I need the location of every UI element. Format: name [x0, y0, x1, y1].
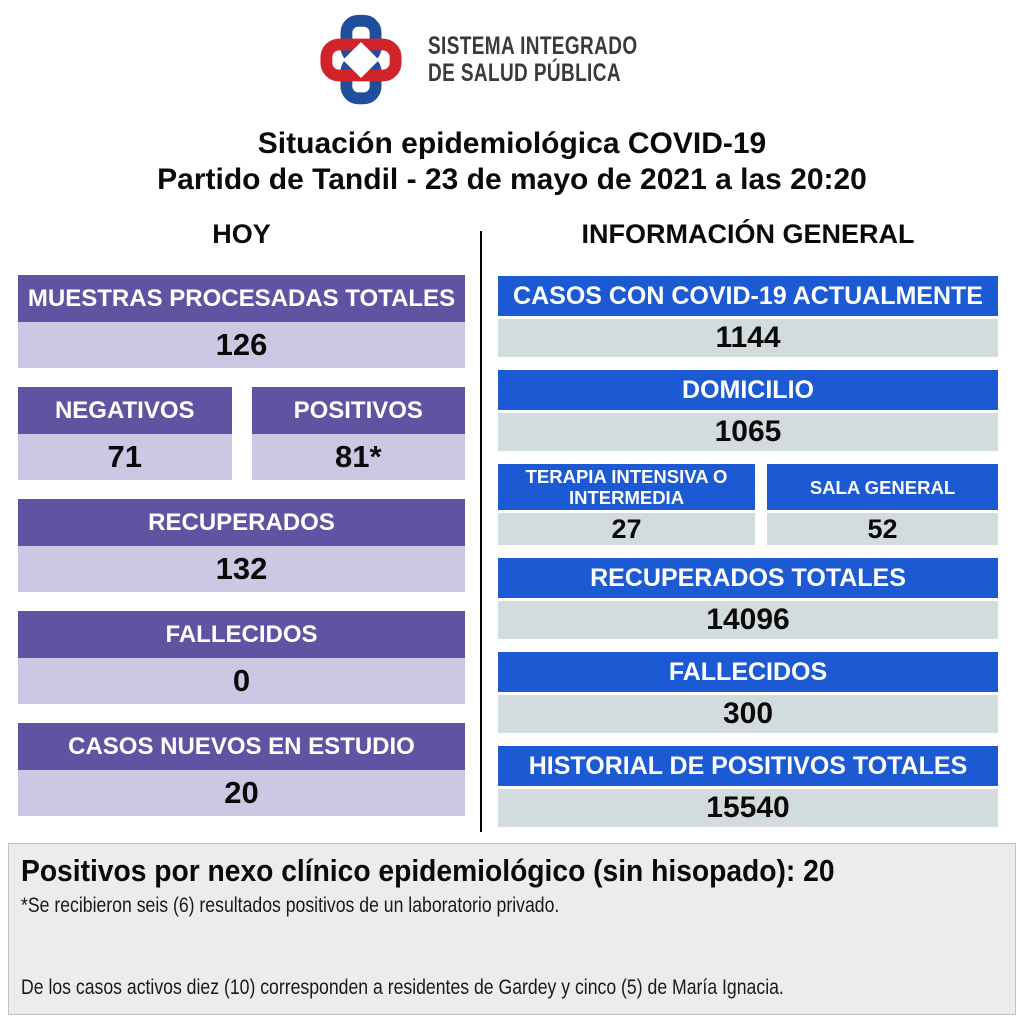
stat-value: 20 [18, 770, 465, 816]
stat-value: 126 [18, 322, 465, 368]
stat-value: 81* [251, 434, 465, 480]
stat-value: 1065 [498, 413, 998, 451]
logo: SISTEMA INTEGRADO DE SALUD PÚBLICA [0, 14, 1024, 106]
stat-label: NEGATIVOS [18, 387, 232, 434]
stat-label-line1: TERAPIA INTENSIVA [525, 466, 708, 487]
stat-card-casos-actuales: CASOS CON COVID-19 ACTUALMENTE 1144 [498, 276, 998, 357]
stat-row-negativos-positivos: NEGATIVOS 71 POSITIVOS 81* [18, 387, 465, 480]
stat-card-fallecidos-totales: FALLECIDOS 300 [498, 652, 998, 733]
footer-panel: Positivos por nexo clínico epidemiológic… [8, 843, 1016, 1015]
stat-value: 300 [498, 695, 998, 733]
stat-value: 0 [18, 658, 465, 704]
today-stats-column: MUESTRAS PROCESADAS TOTALES 126 NEGATIVO… [18, 275, 465, 816]
footer-note-residents: De los casos activos diez (10) correspon… [21, 976, 784, 999]
stat-label: POSITIVOS [251, 387, 465, 434]
logo-title: SISTEMA INTEGRADO DE SALUD PÚBLICA [428, 33, 637, 87]
stat-label: CASOS CON COVID-19 ACTUALMENTE [498, 276, 998, 316]
stat-value: 71 [18, 434, 232, 480]
logo-title-line2: DE SALUD PÚBLICA [428, 59, 622, 87]
column-heading-today: HOY [212, 219, 271, 249]
stat-label: FALLECIDOS [18, 611, 465, 658]
report-title-line1: Situación epidemiológica COVID-19 [257, 127, 767, 160]
stat-value: 1144 [498, 319, 998, 357]
general-stats-column: CASOS CON COVID-19 ACTUALMENTE 1144 DOMI… [498, 276, 998, 827]
stat-card-recuperados-hoy: RECUPERADOS 132 [18, 499, 465, 592]
stat-card-casos-nuevos-en-estudio: CASOS NUEVOS EN ESTUDIO 20 [18, 723, 465, 816]
stat-label: MUESTRAS PROCESADAS TOTALES [18, 275, 465, 322]
stat-row-terapia-sala: TERAPIA INTENSIVA O INTERMEDIA 27 SALA G… [498, 464, 998, 545]
report-title-line2: Partido de Tandil - 23 de mayo de 2021 a… [157, 163, 867, 196]
stat-label: DOMICILIO [498, 370, 998, 410]
stat-label: TERAPIA INTENSIVA O INTERMEDIA [498, 464, 755, 510]
footer-note-lab: *Se recibieron seis (6) resultados posit… [21, 894, 560, 917]
stat-card-negativos: NEGATIVOS 71 [18, 387, 232, 480]
stat-value: 15540 [498, 789, 998, 827]
stat-label: HISTORIAL DE POSITIVOS TOTALES [498, 746, 998, 786]
stat-card-positivos: POSITIVOS 81* [251, 387, 465, 480]
stat-label: SALA GENERAL [767, 464, 998, 510]
footer-headline: Positivos por nexo clínico epidemiológic… [21, 853, 835, 888]
stat-value: 132 [18, 546, 465, 592]
stat-value: 52 [767, 513, 998, 545]
health-cross-chain-icon [320, 14, 402, 105]
stat-card-muestras-procesadas: MUESTRAS PROCESADAS TOTALES 126 [18, 275, 465, 368]
stat-label: FALLECIDOS [498, 652, 998, 692]
stat-card-domicilio: DOMICILIO 1065 [498, 370, 998, 451]
column-divider [480, 231, 482, 832]
stat-label: RECUPERADOS TOTALES [498, 558, 998, 598]
stat-value: 14096 [498, 601, 998, 639]
stat-label: CASOS NUEVOS EN ESTUDIO [18, 723, 465, 770]
stat-card-terapia-intensiva: TERAPIA INTENSIVA O INTERMEDIA 27 [498, 464, 755, 545]
stat-value: 27 [498, 513, 755, 545]
stat-card-fallecidos-hoy: FALLECIDOS 0 [18, 611, 465, 704]
stat-card-sala-general: SALA GENERAL 52 [767, 464, 998, 545]
logo-title-line1: SISTEMA INTEGRADO [428, 32, 638, 60]
stat-card-recuperados-totales: RECUPERADOS TOTALES 14096 [498, 558, 998, 639]
stat-card-historial-positivos: HISTORIAL DE POSITIVOS TOTALES 15540 [498, 746, 998, 827]
stat-label: RECUPERADOS [18, 499, 465, 546]
column-heading-general: INFORMACIÓN GENERAL [581, 219, 915, 249]
stat-label-line2: O INTERMEDIA [568, 466, 728, 508]
report-title: Situación epidemiológica COVID-19 Partid… [0, 126, 1024, 198]
